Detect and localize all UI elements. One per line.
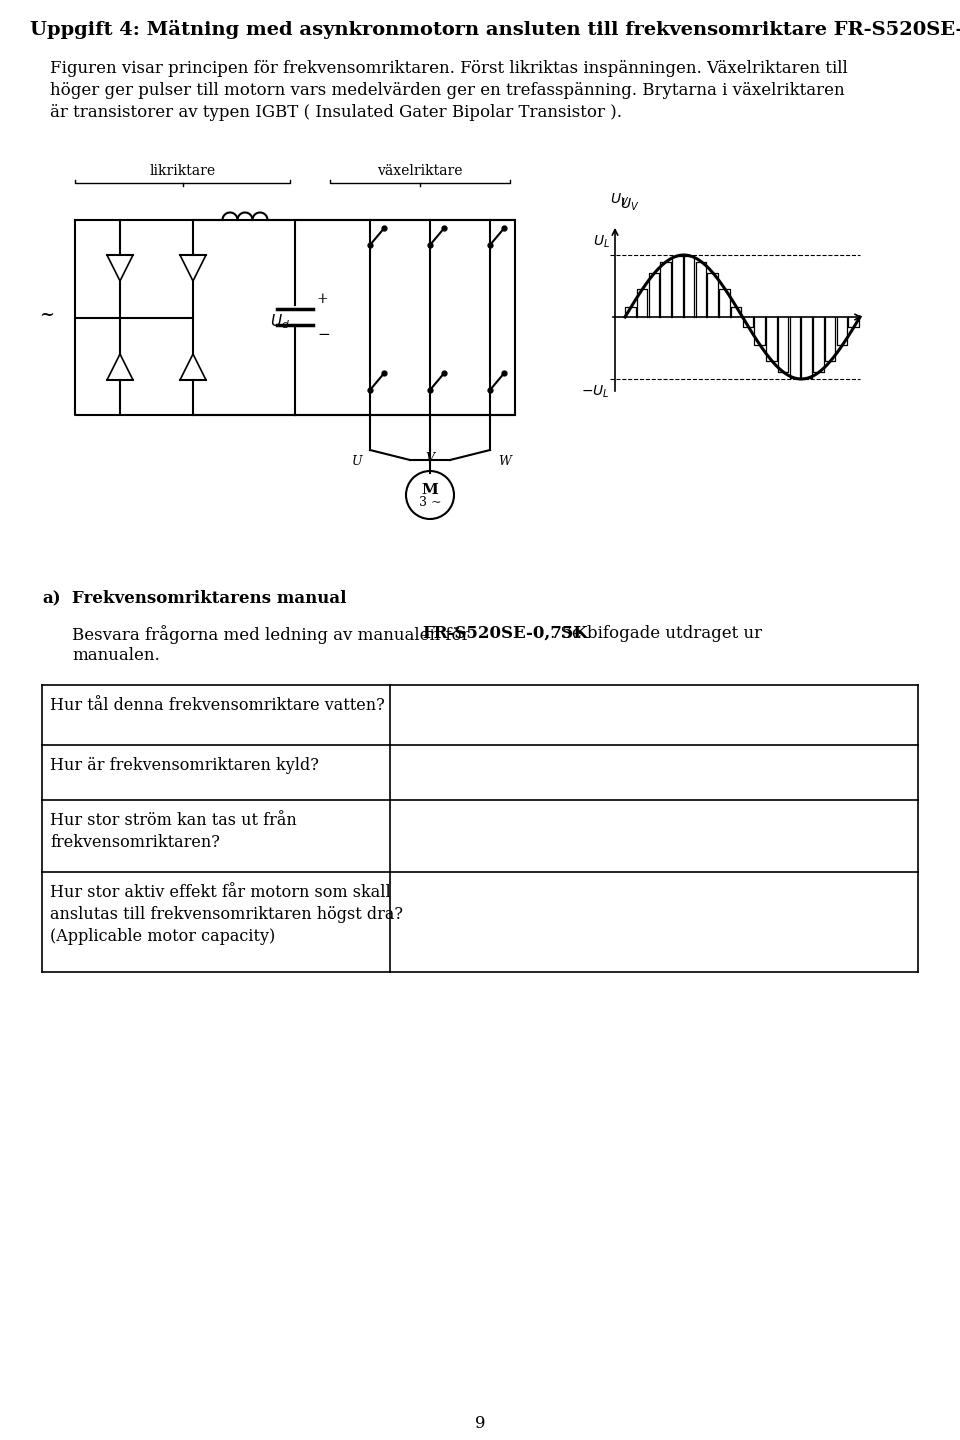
Text: (Applicable motor capacity): (Applicable motor capacity) bbox=[50, 927, 276, 945]
Text: Hur stor ström kan tas ut från: Hur stor ström kan tas ut från bbox=[50, 812, 297, 829]
Text: frekvensomriktaren?: frekvensomriktaren? bbox=[50, 834, 220, 851]
Text: Uppgift 4: Mätning med asynkronmotorn ansluten till frekvensomriktare FR-S520SE-: Uppgift 4: Mätning med asynkronmotorn an… bbox=[30, 20, 960, 39]
Text: likriktare: likriktare bbox=[150, 164, 216, 179]
Text: är transistorer av typen IGBT ( Insulated Gater Bipolar Transistor ).: är transistorer av typen IGBT ( Insulate… bbox=[50, 104, 622, 121]
Text: . Se bifogade utdraget ur: . Se bifogade utdraget ur bbox=[550, 625, 762, 642]
Text: anslutas till frekvensomriktaren högst dra?: anslutas till frekvensomriktaren högst d… bbox=[50, 906, 403, 923]
Text: U: U bbox=[351, 455, 362, 468]
Text: FR-S520SE-0,75K: FR-S520SE-0,75K bbox=[422, 625, 588, 642]
Text: 9: 9 bbox=[475, 1416, 485, 1431]
Text: a): a) bbox=[42, 590, 60, 608]
Text: Hur är frekvensomriktaren kyld?: Hur är frekvensomriktaren kyld? bbox=[50, 757, 319, 775]
Text: M: M bbox=[421, 482, 439, 497]
Text: 3 ~: 3 ~ bbox=[419, 495, 442, 508]
Text: Hur stor aktiv effekt får motorn som skall: Hur stor aktiv effekt får motorn som ska… bbox=[50, 884, 391, 901]
Text: växelriktare: växelriktare bbox=[377, 164, 463, 179]
Text: Besvara frågorna med ledning av manualen för: Besvara frågorna med ledning av manualen… bbox=[72, 625, 475, 644]
Text: $U_d$: $U_d$ bbox=[270, 312, 290, 331]
Text: Figuren visar principen för frekvensomriktaren. Först likriktas inspänningen. Vä: Figuren visar principen för frekvensomri… bbox=[50, 60, 848, 76]
Text: $U_V$: $U_V$ bbox=[620, 197, 639, 213]
Text: $-U_L$: $-U_L$ bbox=[582, 384, 610, 400]
Text: $U_V$: $U_V$ bbox=[610, 192, 630, 209]
Text: manualen.: manualen. bbox=[72, 647, 159, 664]
Text: $U_L$: $U_L$ bbox=[593, 233, 610, 251]
Text: V: V bbox=[425, 452, 435, 465]
Text: W: W bbox=[498, 455, 511, 468]
Text: +: + bbox=[317, 292, 328, 307]
Text: Frekvensomriktarens manual: Frekvensomriktarens manual bbox=[72, 590, 347, 608]
Text: −: − bbox=[317, 328, 329, 341]
Text: Hur tål denna frekvensomriktare vatten?: Hur tål denna frekvensomriktare vatten? bbox=[50, 697, 385, 714]
Text: ~: ~ bbox=[39, 307, 55, 324]
Text: höger ger pulser till motorn vars medelvärden ger en trefasspänning. Brytarna i : höger ger pulser till motorn vars medelv… bbox=[50, 82, 845, 99]
